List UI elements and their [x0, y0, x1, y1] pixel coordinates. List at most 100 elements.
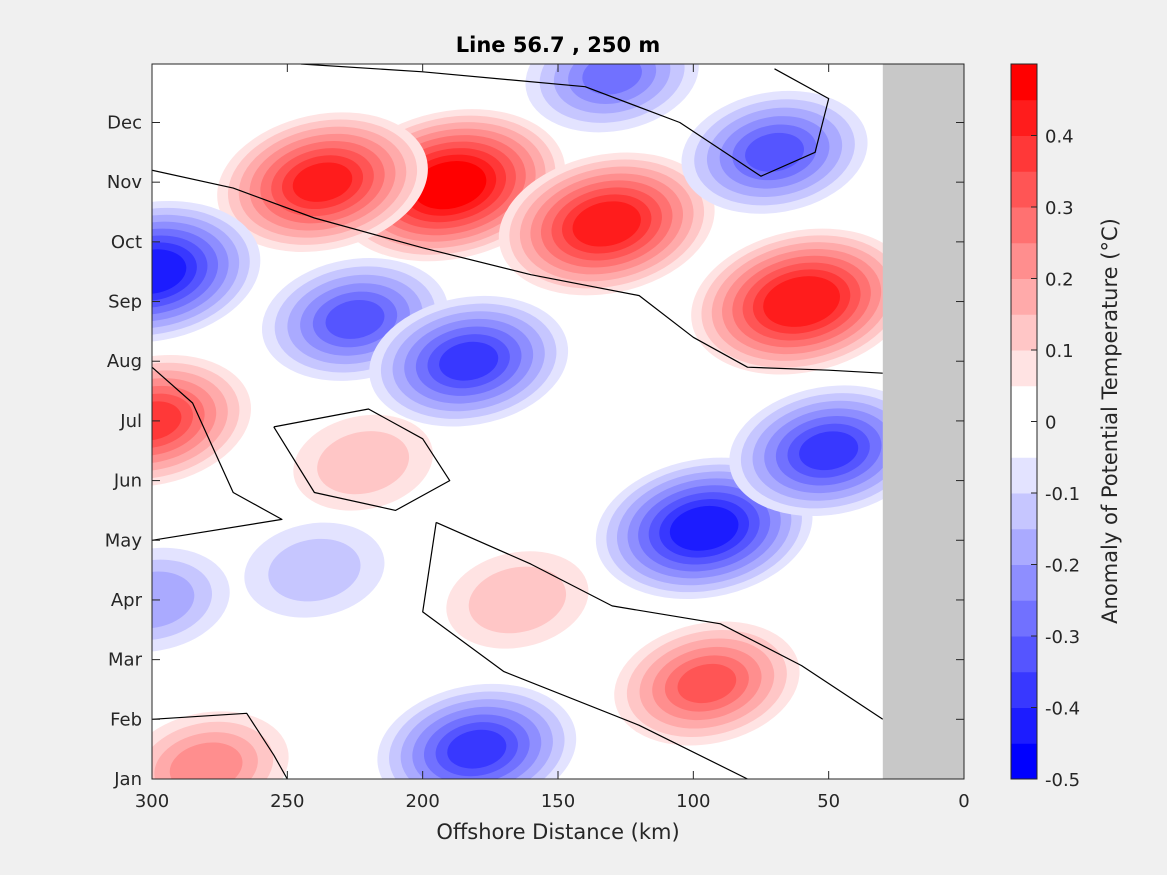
- colorbar-tick-label: 0.3: [1045, 198, 1074, 219]
- colorbar-tick-label: -0.1: [1045, 484, 1080, 505]
- colorbar-segment: [1011, 493, 1037, 530]
- anomaly-blob: [614, 621, 800, 746]
- x-axis-label: Offshore Distance (km): [436, 820, 679, 844]
- y-tick-label: Nov: [107, 172, 142, 193]
- zero-contour-line: [435, 521, 884, 720]
- colorbar: 0.4 0.3 0.2 0.1 0 -0.1 -0.2 -0.3 -0.4 -0.5 Anomal…: [1010, 63, 1122, 791]
- anomaly-level: [572, 201, 641, 247]
- colorbar-tick-label: -0.3: [1045, 627, 1080, 648]
- anomaly-level: [292, 162, 353, 202]
- anomaly-blob: [595, 457, 813, 600]
- zero-contour-line: [152, 169, 883, 374]
- anomaly-blob: [293, 414, 433, 511]
- colorbar-segment: [1011, 350, 1037, 387]
- anomaly-blob: [244, 522, 385, 618]
- colorbar-segment: [1011, 707, 1037, 744]
- anomaly-blob: [217, 112, 428, 252]
- anomaly-level: [669, 505, 739, 551]
- x-tick-label: 150: [541, 791, 575, 812]
- anomaly-level: [317, 431, 410, 495]
- anomaly-level: [745, 132, 804, 172]
- anomaly-blob: [377, 683, 577, 779]
- colorbar-segment: [1011, 636, 1037, 673]
- chart-title: Line 56.7 , 250 m: [456, 33, 661, 57]
- colorbar-segment: [1011, 385, 1037, 422]
- y-tick-label: Jan: [113, 769, 142, 790]
- y-tick-label: Oct: [111, 232, 142, 253]
- y-axis: Jan Feb Mar Apr May Jun Jul Aug Sep Oct Nov Dec: [105, 112, 964, 790]
- anomaly-level: [169, 742, 243, 779]
- colorbar-segment: [1011, 207, 1037, 244]
- x-tick-label: 300: [135, 791, 169, 812]
- colorbar-segment: [1011, 171, 1037, 208]
- colorbar-ticks: 0.4 0.3 0.2 0.1 0 -0.1 -0.2 -0.3 -0.4 -0.5: [1031, 127, 1080, 791]
- anomaly-blob: [729, 385, 929, 517]
- zero-contour-line: [300, 64, 830, 177]
- x-axis: 300 250 200 150 100 50 0: [135, 64, 970, 812]
- x-tick-label: 50: [817, 791, 840, 812]
- y-tick-label: Jun: [113, 471, 142, 492]
- anomaly-blob: [525, 64, 699, 133]
- anomaly-level: [763, 276, 841, 327]
- colorbar-tick-label: -0.4: [1045, 699, 1080, 720]
- colorbar-segment: [1011, 64, 1037, 101]
- colorbar-label: Anomaly of Potential Temperature (°C): [1098, 218, 1122, 624]
- colorbar-segment: [1011, 242, 1037, 279]
- anomaly-blob: [152, 711, 289, 779]
- anomaly-blob: [681, 90, 868, 214]
- anomaly-level: [152, 249, 187, 295]
- anomaly-blob: [691, 228, 913, 375]
- colorbar-tick-label: -0.5: [1045, 770, 1080, 791]
- anomaly-level: [799, 431, 859, 471]
- colorbar-segment: [1011, 135, 1037, 172]
- y-tick-label: Apr: [111, 590, 143, 611]
- y-tick-label: Jul: [119, 411, 142, 432]
- colorbar-tick-label: 0.4: [1045, 127, 1074, 148]
- y-tick-label: Mar: [108, 650, 143, 671]
- colorbar-segment: [1011, 278, 1037, 315]
- anomaly-level: [468, 566, 567, 634]
- zero-contour-line: [422, 522, 748, 779]
- anomaly-level: [268, 538, 361, 602]
- y-tick-label: Feb: [110, 709, 142, 730]
- anomaly-field: [152, 64, 929, 779]
- anomaly-blob: [498, 152, 715, 296]
- zero-contour: [152, 64, 884, 779]
- colorbar-tick-label: 0.2: [1045, 270, 1074, 291]
- colorbar-tick-label: -0.2: [1045, 556, 1080, 577]
- no-data-region: [882, 64, 964, 779]
- y-tick-label: May: [105, 530, 143, 551]
- anomaly-level: [677, 663, 737, 704]
- colorbar-segment: [1011, 314, 1037, 351]
- y-tick-label: Sep: [108, 292, 142, 313]
- colorbar-segment: [1011, 99, 1037, 136]
- colorbar-segment: [1011, 671, 1037, 708]
- anomaly-level: [582, 64, 642, 95]
- colorbar-segment: [1011, 421, 1037, 458]
- x-tick-label: 250: [270, 791, 304, 812]
- y-tick-label: Aug: [107, 351, 142, 372]
- y-tick-label: Dec: [107, 112, 142, 133]
- anomaly-level: [439, 341, 499, 381]
- colorbar-segment: [1011, 528, 1037, 565]
- plot-area: [152, 64, 964, 779]
- zero-contour-line: [152, 366, 283, 541]
- colorbar-segment: [1011, 457, 1037, 494]
- colorbar-segments: [1011, 64, 1037, 780]
- anomaly-level: [325, 299, 385, 339]
- zero-contour-line: [152, 712, 288, 779]
- x-tick-label: 0: [958, 791, 969, 812]
- colorbar-segment: [1011, 600, 1037, 637]
- anomaly-level: [447, 729, 507, 769]
- colorbar-tick-label: 0: [1045, 413, 1056, 434]
- anomaly-level: [152, 401, 182, 441]
- colorbar-segment: [1011, 743, 1037, 780]
- colorbar-segment: [1011, 564, 1037, 601]
- x-tick-label: 200: [405, 791, 439, 812]
- zero-contour-line: [273, 408, 451, 511]
- colorbar-tick-label: 0.1: [1045, 341, 1074, 362]
- anomaly-blob: [369, 295, 569, 427]
- x-tick-label: 100: [676, 791, 710, 812]
- anomaly-level: [413, 161, 487, 210]
